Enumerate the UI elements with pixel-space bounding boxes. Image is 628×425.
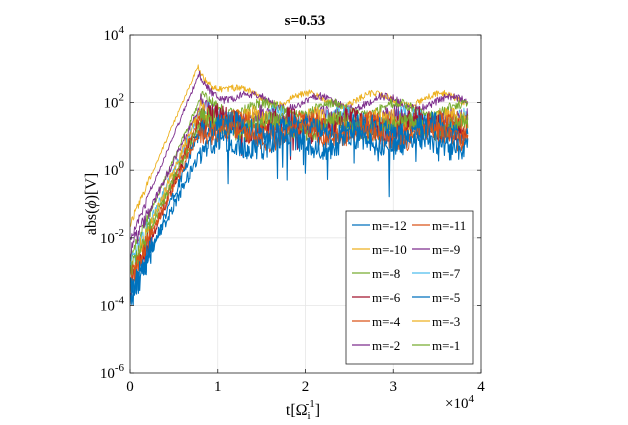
y-axis-label: abs(ϕ)[V] bbox=[83, 173, 100, 235]
x-tick-label: 3 bbox=[390, 379, 398, 395]
legend-label: m=-11 bbox=[432, 218, 466, 233]
legend-label: m=-4 bbox=[372, 314, 401, 329]
legend-label: m=-9 bbox=[432, 242, 460, 257]
chart-title: s=0.53 bbox=[285, 13, 326, 29]
y-tick-label: 104 bbox=[104, 24, 125, 44]
x-axis-label: t[Ωi-1] bbox=[286, 398, 320, 422]
legend-label: m=-10 bbox=[372, 242, 407, 257]
legend-label: m=-3 bbox=[432, 314, 460, 329]
legend: m=-12 m=-11 m=-10 m=-9 m=-8 m=-7 m=-6 m=-5 m=-4 m… bbox=[345, 210, 474, 365]
series-group bbox=[130, 64, 469, 306]
x-tick-label: 4 bbox=[477, 379, 485, 395]
legend-label: m=-12 bbox=[372, 218, 407, 233]
y-tick-label: 10-4 bbox=[100, 294, 125, 314]
legend-box bbox=[345, 210, 474, 365]
x-tick-label: 2 bbox=[302, 379, 310, 395]
legend-label: m=-1 bbox=[432, 338, 460, 353]
y-ticks: 10-6 10-4 10-2 100 102 104 bbox=[100, 24, 481, 382]
legend-label: m=-6 bbox=[372, 290, 401, 305]
legend-label: m=-5 bbox=[432, 290, 460, 305]
series-line-m=-12 bbox=[130, 125, 469, 294]
x-ticks: 0 1 2 3 4 bbox=[126, 35, 485, 395]
y-tick-label: 102 bbox=[104, 92, 125, 112]
y-tick-label: 100 bbox=[104, 159, 125, 179]
y-tick-label: 10-6 bbox=[100, 362, 125, 382]
legend-label: m=-8 bbox=[372, 266, 400, 281]
y-tick-label: 10-2 bbox=[100, 227, 124, 247]
x-tick-label: 0 bbox=[126, 379, 134, 395]
legend-label: m=-2 bbox=[372, 338, 400, 353]
legend-label: m=-7 bbox=[432, 266, 461, 281]
x-tick-label: 1 bbox=[214, 379, 222, 395]
x-scale-exponent: ×104 bbox=[445, 393, 474, 412]
